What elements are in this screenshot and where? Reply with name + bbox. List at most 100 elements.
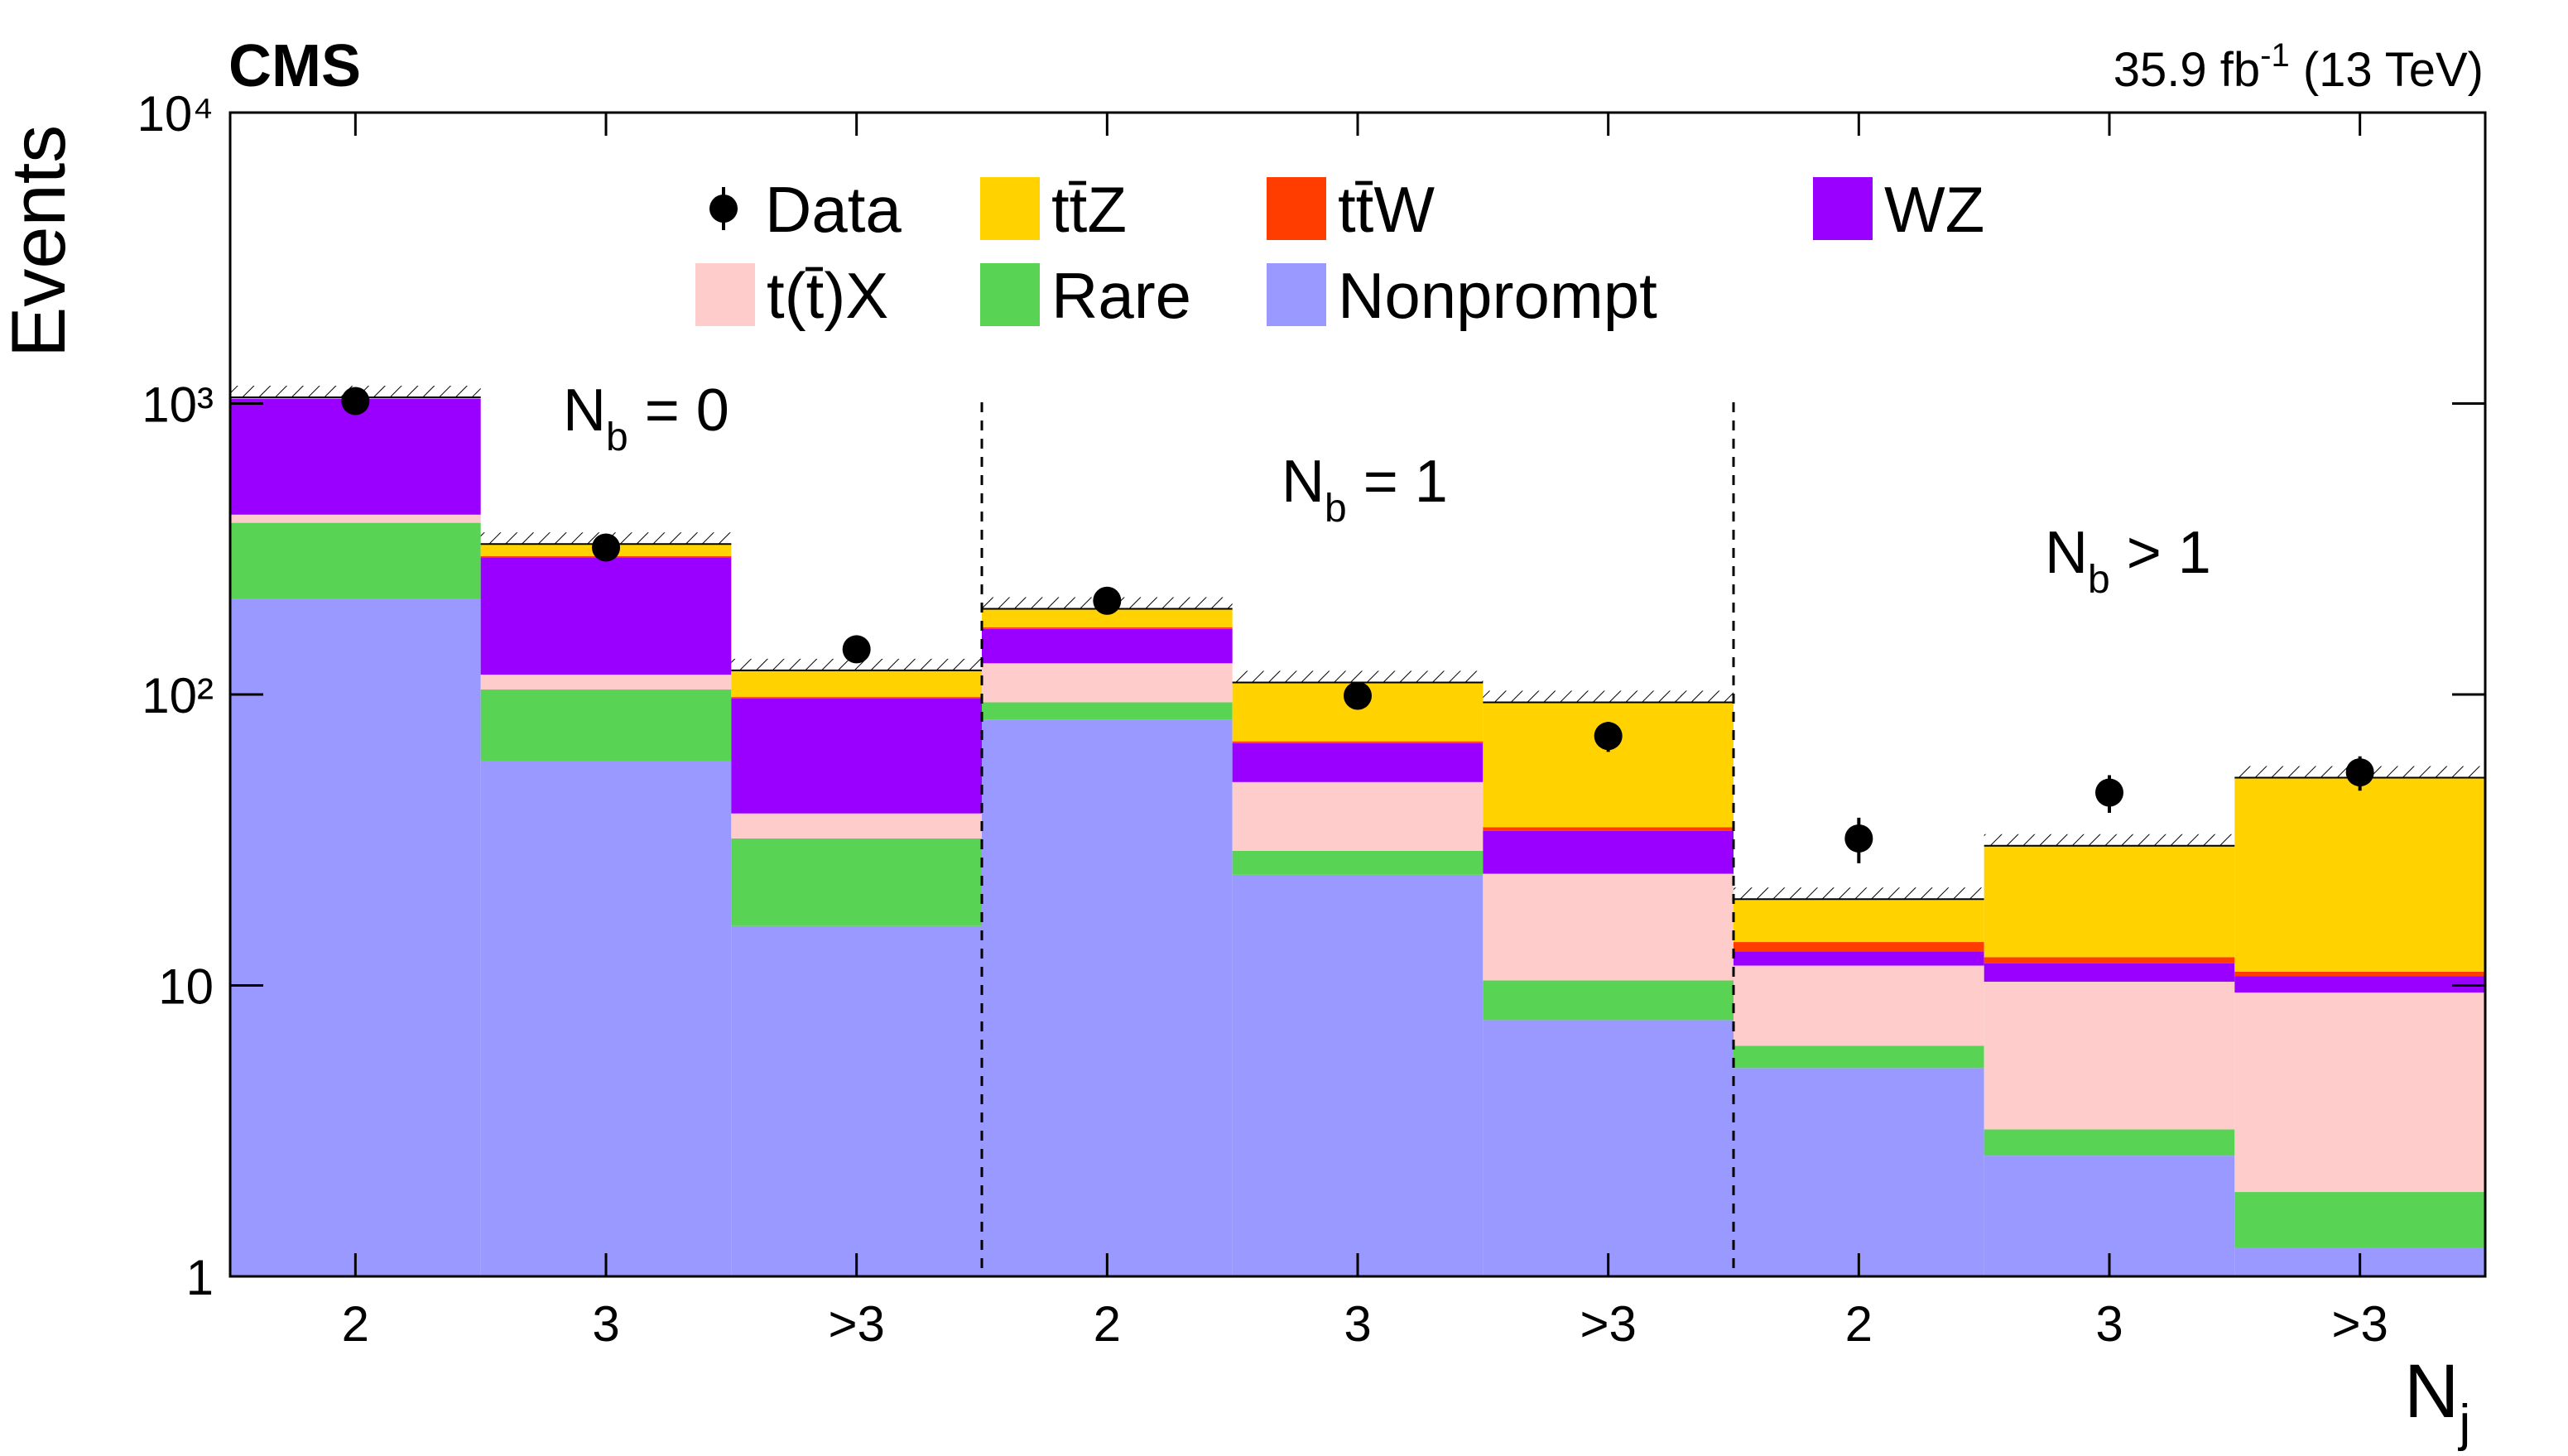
bar-segment — [982, 702, 1233, 720]
legend-label: tt̄Z — [1051, 173, 1127, 246]
bar-segment — [1232, 781, 1484, 851]
chart-title: CMS — [228, 33, 361, 99]
bar-segment — [982, 627, 1233, 629]
bar-segment — [982, 608, 1233, 627]
bar-segment — [1984, 1129, 2235, 1156]
data-point — [1093, 586, 1122, 615]
group-label-rest: = 1 — [1347, 449, 1448, 515]
group-label-sub: b — [1325, 487, 1347, 531]
y-axis-label: Events — [0, 125, 81, 358]
legend-swatch — [980, 177, 1040, 240]
bar-segment — [1984, 981, 2235, 1130]
group-label: Nb = 1 — [1282, 449, 1448, 531]
bar-segment — [731, 698, 982, 814]
bar-segment — [2234, 777, 2485, 972]
legend-swatch — [1267, 263, 1326, 326]
bar-segment — [731, 813, 982, 839]
lumi-sup: -1 — [2260, 37, 2290, 74]
group-label-main: N — [2045, 520, 2088, 586]
bar-segment — [1984, 845, 2235, 958]
x-tick-label: 3 — [1344, 1296, 1371, 1352]
y-tick-label: 10⁴ — [137, 86, 214, 142]
y-tick-label: 10² — [142, 668, 214, 723]
uncertainty-hatch — [1232, 670, 1484, 683]
x-label-sub: j — [2457, 1395, 2470, 1452]
data-point — [1844, 824, 1873, 853]
legend-label: Nonprompt — [1338, 259, 1657, 332]
y-tick-label: 1 — [186, 1250, 214, 1305]
uncertainty-hatch — [731, 658, 982, 670]
data-point — [341, 387, 370, 416]
group-label-main: N — [1282, 449, 1325, 515]
legend-label: Data — [765, 173, 902, 246]
x-axis-label: Nj — [2404, 1349, 2470, 1452]
bar-segment — [1483, 980, 1734, 1021]
legend-label: Rare — [1051, 259, 1191, 332]
bar-segment — [982, 663, 1233, 703]
bar-segment — [2234, 992, 2485, 1193]
bar-segment — [982, 719, 1233, 1276]
bar-segment — [1984, 963, 2235, 982]
bar-segment — [2234, 971, 2485, 977]
data-point — [2345, 758, 2374, 787]
group-label-sub: b — [2088, 558, 2110, 602]
bar-segment — [982, 628, 1233, 664]
legend-swatch — [1267, 177, 1326, 240]
x-tick-label: 2 — [1845, 1296, 1873, 1352]
bar-segment — [1734, 899, 1984, 943]
bar-segment — [1483, 830, 1734, 874]
bar-segment — [230, 522, 481, 599]
x-tick-label: >3 — [2331, 1296, 2388, 1352]
data-point — [1594, 722, 1623, 751]
group-label: Nb = 0 — [563, 377, 729, 459]
bar-segment — [1483, 1020, 1734, 1276]
uncertainty-hatch — [1734, 887, 1984, 900]
legend-data-marker — [709, 195, 738, 223]
data-point — [1344, 681, 1372, 710]
legend-swatch — [980, 263, 1040, 326]
group-label: Nb > 1 — [2045, 520, 2211, 602]
group-label-rest: > 1 — [2110, 520, 2211, 586]
bar-segment — [731, 670, 982, 698]
bar-segment — [1984, 957, 2235, 963]
bars — [230, 386, 2485, 1276]
bar-segment — [1232, 741, 1484, 743]
bar-segment — [480, 761, 732, 1276]
bar-segment — [480, 690, 732, 762]
bar-segment — [1734, 1045, 1984, 1069]
plot-frame — [228, 111, 2487, 1278]
x-tick-label: 2 — [342, 1296, 369, 1352]
x-tick-label: 3 — [592, 1296, 619, 1352]
y-tick-label: 10³ — [142, 377, 214, 433]
lumi-text: 35.9 fb — [2114, 43, 2260, 97]
group-label-rest: = 0 — [628, 377, 729, 444]
bar-segment — [1232, 850, 1484, 875]
bar-segment — [731, 697, 982, 699]
bar-segment — [2234, 1192, 2485, 1248]
uncertainty-hatch — [1984, 834, 2235, 846]
x-tick-label: 3 — [2095, 1296, 2123, 1352]
bar-segment — [1734, 951, 1984, 966]
x-tick-label: 2 — [1094, 1296, 1121, 1352]
x-tick-label: >3 — [1580, 1296, 1636, 1352]
legend-label: WZ — [1884, 173, 1984, 246]
bar-segment — [1734, 1068, 1984, 1276]
legend-label: tt̄W — [1338, 173, 1435, 246]
lumi-rest: (13 TeV) — [2290, 43, 2484, 97]
bar-segment — [230, 514, 481, 523]
bar-segment — [1483, 702, 1734, 828]
x-label-main: N — [2404, 1349, 2459, 1434]
bar-segment — [1734, 965, 1984, 1046]
legend-swatch — [1813, 177, 1873, 240]
bar-segment — [1483, 873, 1734, 981]
bar-segment — [480, 675, 732, 690]
lumi-label: 35.9 fb-1 (13 TeV) — [2114, 37, 2484, 97]
legend-swatch — [695, 263, 755, 326]
bar-segment — [1232, 742, 1484, 782]
uncertainty-hatch — [1483, 690, 1734, 703]
bar-segment — [731, 838, 982, 926]
bar-segment — [230, 398, 481, 515]
bar-segment — [1232, 874, 1484, 1276]
